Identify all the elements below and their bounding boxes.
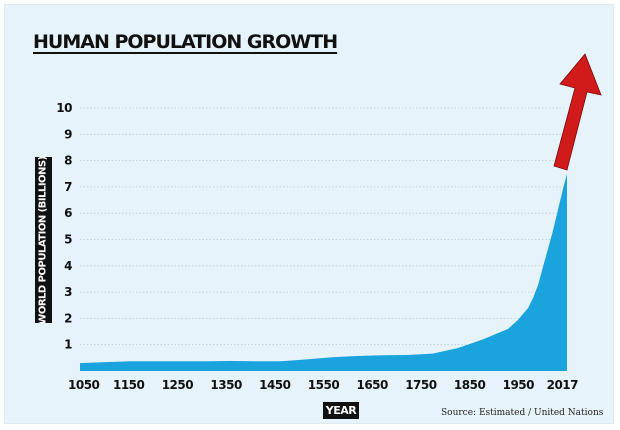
population-area-path — [80, 173, 567, 371]
chart-title: HUMAN POPULATION GROWTH — [33, 31, 338, 53]
x-tick-1350: 1350 — [210, 378, 242, 392]
x-tick-1050: 1050 — [68, 378, 100, 392]
y-axis-label-box: WORLD POPULATION (BILLIONS) — [35, 157, 52, 323]
x-tick-1950: 1950 — [503, 378, 535, 392]
y-tick-3: 3 — [64, 285, 72, 299]
gridlines — [80, 107, 567, 346]
x-tick-labels: 1050 1150 1250 1350 1450 1550 1650 1750 1850 1950… — [68, 378, 579, 392]
y-tick-10: 10 — [56, 101, 72, 115]
x-tick-2017: 2017 — [547, 378, 579, 392]
y-tick-8: 8 — [64, 154, 72, 168]
source-note: Source: Estimated / United Nations — [441, 408, 604, 418]
population-area — [80, 173, 567, 371]
chart-frame: HUMAN POPULATION GROWTH WORLD POPULATION… — [4, 4, 614, 424]
red-up-arrow-icon — [553, 53, 602, 171]
x-tick-1450: 1450 — [259, 378, 291, 392]
x-tick-1650: 1650 — [356, 378, 388, 392]
y-tick-4: 4 — [64, 259, 72, 273]
y-tick-6: 6 — [64, 206, 72, 220]
x-tick-1850: 1850 — [454, 378, 486, 392]
y-tick-1: 1 — [64, 338, 72, 352]
y-tick-2: 2 — [64, 311, 72, 325]
x-tick-1250: 1250 — [162, 378, 194, 392]
x-tick-1150: 1150 — [113, 378, 145, 392]
x-tick-1750: 1750 — [405, 378, 437, 392]
y-tick-labels: 1 2 3 4 5 6 7 8 9 10 — [56, 101, 72, 352]
growth-arrow-group — [553, 53, 602, 171]
y-tick-9: 9 — [64, 127, 72, 141]
x-axis-label: YEAR — [323, 402, 359, 419]
y-tick-7: 7 — [64, 180, 72, 194]
x-tick-1550: 1550 — [308, 378, 340, 392]
y-tick-5: 5 — [64, 233, 72, 247]
